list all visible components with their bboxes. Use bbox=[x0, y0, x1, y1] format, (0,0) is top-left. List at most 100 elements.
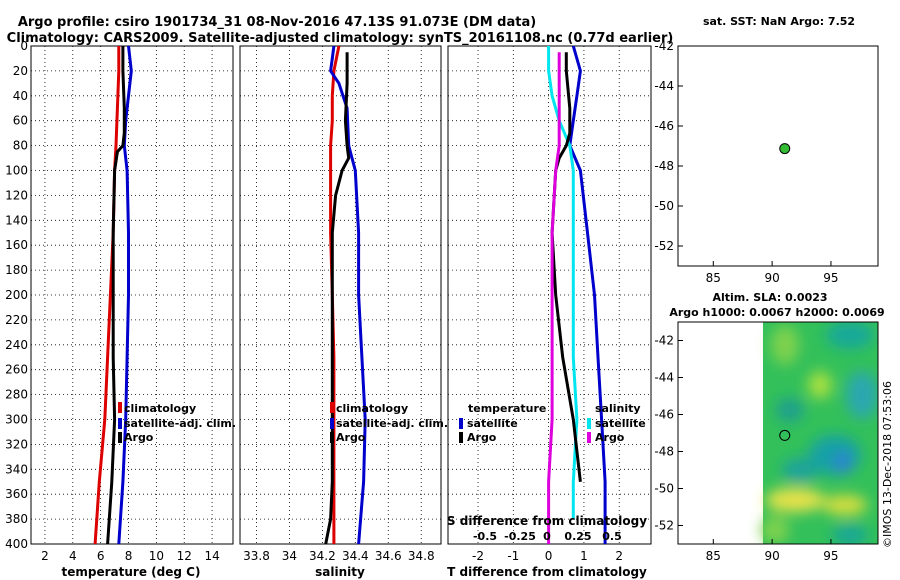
y-tick-label: -44 bbox=[654, 79, 674, 93]
depth-tick-label: 40 bbox=[13, 89, 28, 103]
x-tick-label: 2 bbox=[615, 549, 623, 563]
x-tick-label: 34.4 bbox=[342, 549, 369, 563]
sla-map-ticks: 85 90 95 -42 -44 -46 -48 -50 -52 bbox=[654, 334, 838, 564]
x-tick-label: 8 bbox=[125, 549, 133, 563]
salinity-legend: climatology satellite-adj. clim. Argo bbox=[330, 402, 448, 444]
depth-tick-label: 280 bbox=[5, 388, 28, 402]
legend-swatch-argo bbox=[330, 432, 334, 443]
y-tick-label: -52 bbox=[654, 519, 674, 533]
y-tick-label: -48 bbox=[654, 445, 674, 459]
series-line-climatology bbox=[329, 46, 341, 544]
difference-legend-salinity: salinity satellite Argo bbox=[587, 402, 646, 444]
s-diff-tick-label: 0.25 bbox=[564, 530, 591, 543]
x-tick-label: 14 bbox=[204, 549, 219, 563]
depth-tick-label: 0 bbox=[20, 39, 28, 53]
depth-tick-label: 80 bbox=[13, 139, 28, 153]
x-tick-label: 34 bbox=[282, 549, 297, 563]
depth-tick-label: 360 bbox=[5, 487, 28, 501]
legend-swatch-s-satellite bbox=[587, 418, 591, 429]
legend-swatch-climatology bbox=[118, 402, 122, 413]
legend-label-t-satellite: satellite bbox=[467, 417, 518, 430]
depth-tick-label: 120 bbox=[5, 188, 28, 202]
s-diff-tick-label: -0.25 bbox=[504, 530, 536, 543]
x-tick-label: 33.8 bbox=[243, 549, 270, 563]
sst-map-ticks: 85 90 95 -42 -44 -46 -48 -50 -52 bbox=[654, 39, 838, 285]
y-tick-label: -44 bbox=[654, 371, 674, 385]
depth-tick-label: 260 bbox=[5, 363, 28, 377]
legend-swatch-t-satellite bbox=[459, 418, 463, 429]
depth-tick-label: 340 bbox=[5, 462, 28, 476]
legend-label-climatology: climatology bbox=[336, 402, 408, 415]
depth-tick-label: 160 bbox=[5, 238, 28, 252]
depth-tick-label: 200 bbox=[5, 288, 28, 302]
depth-tick-label: 220 bbox=[5, 313, 28, 327]
x-tick-label: 12 bbox=[177, 549, 192, 563]
legend-label-argo: Argo bbox=[124, 431, 154, 444]
sla-map-title-2: Argo h1000: 0.0067 h2000: 0.0069 bbox=[669, 306, 884, 319]
x-tick-label: 85 bbox=[706, 271, 721, 285]
difference-legend-temperature: temperature satellite Argo bbox=[459, 402, 546, 444]
x-tick-label: 90 bbox=[764, 549, 779, 563]
difference-lines bbox=[547, 46, 607, 544]
s-difference-tick-labels: -0.5 -0.25 0 0.25 0.5 bbox=[473, 530, 622, 543]
depth-tick-label: 320 bbox=[5, 437, 28, 451]
s-difference-axis-label: S difference from climatology bbox=[447, 514, 647, 528]
x-tick-label: 34.2 bbox=[309, 549, 336, 563]
depth-tick-label: 180 bbox=[5, 263, 28, 277]
legend-swatch-argo bbox=[118, 432, 122, 443]
x-tick-label: 95 bbox=[823, 549, 838, 563]
argo-location-marker bbox=[779, 143, 791, 155]
y-tick-label: -42 bbox=[654, 334, 674, 348]
legend-label-argo: Argo bbox=[336, 431, 366, 444]
series-line-salinity-satellite bbox=[547, 46, 579, 520]
legend-label-s-argo: Argo bbox=[595, 431, 625, 444]
depth-tick-labels: 0 20 40 60 80 100 120 140 160 180 200 220 240 260 280 3… bbox=[5, 39, 28, 551]
s-diff-tick-label: 0 bbox=[543, 530, 551, 543]
y-tick-label: -42 bbox=[654, 39, 674, 53]
legend-label-satellite: satellite-adj. clim. bbox=[124, 417, 236, 430]
x-tick-label: -1 bbox=[507, 549, 519, 563]
argo-location-marker bbox=[779, 429, 791, 441]
legend-heading-temperature: temperature bbox=[468, 402, 546, 415]
x-tick-label: 90 bbox=[764, 271, 779, 285]
legend-swatch-satellite bbox=[118, 418, 122, 429]
legend-label-s-satellite: satellite bbox=[595, 417, 646, 430]
depth-tick-label: 100 bbox=[5, 164, 28, 178]
temperature-legend: climatology satellite-adj. clim. Argo bbox=[118, 402, 236, 444]
legend-swatch-climatology bbox=[330, 402, 334, 413]
s-diff-tick-label: 0.5 bbox=[602, 530, 622, 543]
legend-label-climatology: climatology bbox=[124, 402, 196, 415]
y-tick-label: -46 bbox=[654, 119, 674, 133]
depth-tick-label: 20 bbox=[13, 64, 28, 78]
x-tick-label: 34.6 bbox=[375, 549, 402, 563]
difference-xlabel: T difference from climatology bbox=[447, 565, 647, 579]
difference-x-ticks: -2 -1 0 1 2 bbox=[472, 549, 623, 563]
x-tick-label: 6 bbox=[97, 549, 105, 563]
salinity-x-ticks: 33.8 34 34.2 34.4 34.6 34.8 bbox=[243, 549, 434, 563]
salinity-xlabel: salinity bbox=[315, 565, 365, 579]
sst-map-title: sat. SST: NaN Argo: 7.52 bbox=[703, 15, 855, 28]
temperature-lines bbox=[93, 46, 133, 544]
legend-heading-salinity: salinity bbox=[595, 402, 641, 415]
series-line-temperature-satellite bbox=[568, 46, 607, 544]
legend-label-satellite: satellite-adj. clim. bbox=[336, 417, 448, 430]
x-tick-label: 85 bbox=[706, 549, 721, 563]
series-line-satellite-adj-clim- bbox=[117, 46, 133, 544]
x-tick-label: 1 bbox=[580, 549, 588, 563]
legend-swatch-s-argo bbox=[587, 432, 591, 443]
legend-swatch-t-argo bbox=[459, 432, 463, 443]
series-line-argo bbox=[106, 46, 126, 544]
depth-tick-label: 400 bbox=[5, 537, 28, 551]
y-tick-label: -52 bbox=[654, 239, 674, 253]
temperature-x-ticks: 2 4 6 8 10 12 14 bbox=[41, 549, 220, 563]
series-line-satellite-adj-clim- bbox=[329, 46, 367, 544]
y-tick-label: -50 bbox=[654, 482, 674, 496]
depth-tick-label: 240 bbox=[5, 338, 28, 352]
salinity-lines bbox=[324, 46, 367, 544]
depth-tick-label: 300 bbox=[5, 413, 28, 427]
x-tick-label: 10 bbox=[149, 549, 164, 563]
sla-field bbox=[761, 322, 878, 544]
x-tick-label: -2 bbox=[472, 549, 484, 563]
x-tick-label: 2 bbox=[41, 549, 49, 563]
